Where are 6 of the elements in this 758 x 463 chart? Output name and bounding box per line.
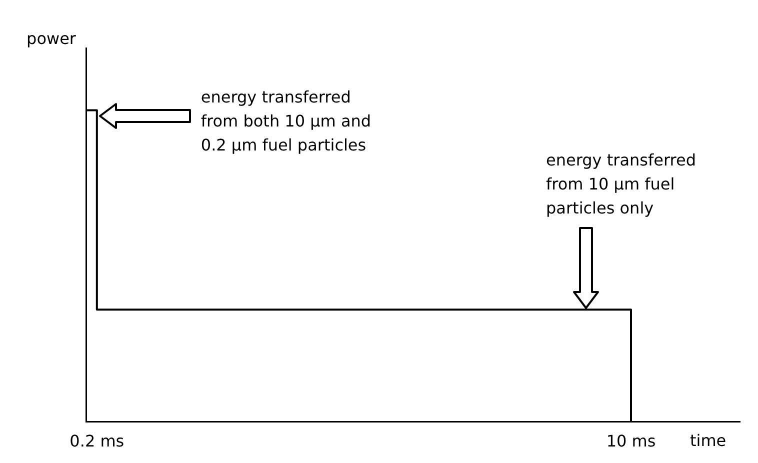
x-tick-label: 0.2 ms [70, 432, 124, 451]
annotation: energy transferred from both 10 μm and 0.2 μm fuel particles [200, 87, 372, 154]
x-axis-title: time [690, 430, 726, 450]
x-tick-label: 10 ms [606, 432, 656, 451]
annotation: energy transferred from 10 μm fuel particles only [546, 150, 696, 218]
y-axis-title: power [26, 29, 76, 48]
